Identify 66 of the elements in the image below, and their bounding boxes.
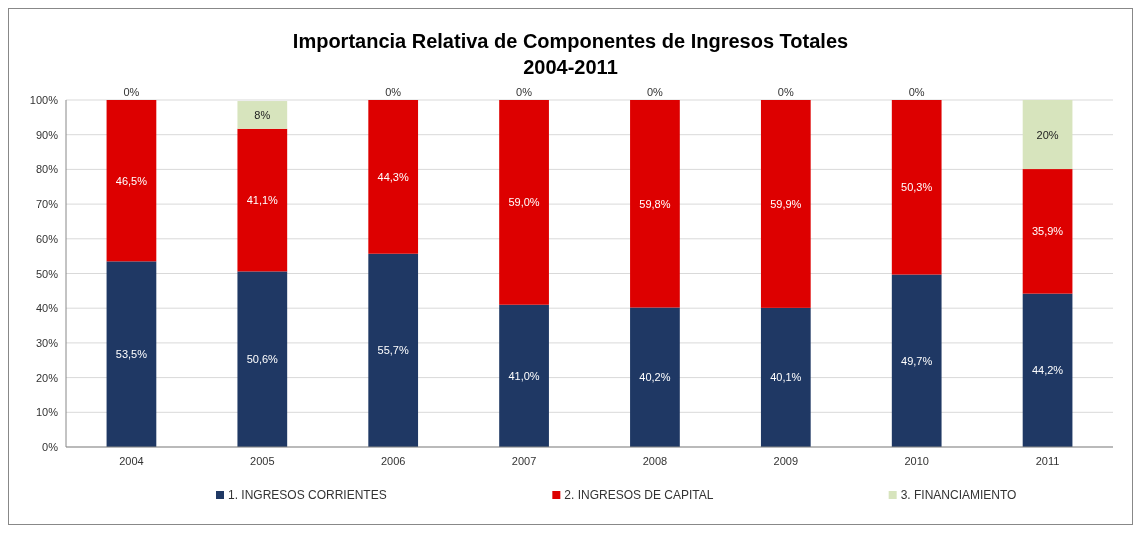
y-tick-label: 40%: [35, 302, 59, 315]
y-tick-label: 70%: [35, 198, 59, 211]
bar: [1022, 169, 1073, 294]
bar: [368, 253, 419, 447]
data-label: 0%: [385, 86, 402, 98]
data-label: 44,2%: [1031, 364, 1064, 377]
data-label: 0%: [777, 86, 794, 98]
x-tick-label: 2006: [380, 455, 406, 467]
bar: [499, 100, 549, 305]
bar: [760, 307, 811, 447]
y-tick-label: 60%: [35, 232, 59, 245]
legend-label: 2. INGRESOS DE CAPITAL: [564, 488, 714, 502]
bar: [237, 128, 288, 272]
x-tick-label: 2005: [250, 455, 275, 467]
data-label: 35,9%: [1031, 225, 1064, 238]
chart-subtitle: 2004-2011: [523, 56, 618, 78]
data-label: 55,7%: [377, 344, 409, 357]
bar: [499, 304, 549, 447]
data-label: 44,3%: [377, 170, 409, 183]
data-label: 50,3%: [901, 181, 933, 194]
data-label: 8%: [254, 108, 271, 121]
chart-title: Importancia Relativa de Componentes de Ingresos Totales: [292, 30, 849, 52]
y-tick-label: 100%: [29, 94, 59, 106]
bar: [106, 100, 157, 262]
data-label: 59,9%: [770, 197, 802, 210]
x-tick-label: 2008: [642, 455, 668, 467]
bar: [106, 261, 157, 447]
data-label: 0%: [123, 86, 140, 98]
y-tick-label: 50%: [35, 267, 59, 280]
data-label: 41,0%: [508, 369, 540, 382]
data-label: 0%: [908, 86, 925, 98]
y-tick-label: 80%: [35, 163, 59, 176]
legend-label: 1. INGRESOS CORRIENTES: [228, 488, 387, 502]
data-label: 41,1%: [246, 194, 279, 207]
bar: [368, 100, 419, 254]
data-label: 49,7%: [901, 354, 933, 367]
data-label: 50,6%: [246, 353, 279, 366]
data-label: 0%: [516, 86, 533, 98]
bar: [630, 307, 680, 447]
data-label: 59,8%: [639, 197, 671, 210]
data-label: 0%: [646, 86, 664, 98]
bar: [237, 101, 288, 129]
y-tick-label: 20%: [35, 371, 59, 384]
bar: [891, 274, 942, 447]
bar: [630, 100, 680, 308]
x-tick-label: 2009: [773, 455, 799, 467]
data-label: 59,0%: [508, 196, 540, 209]
y-tick-label: 30%: [35, 336, 59, 349]
y-tick-label: 10%: [35, 406, 59, 419]
bar: [1022, 293, 1073, 447]
bar: [891, 100, 942, 275]
data-label: 20%: [1036, 128, 1059, 141]
data-label: 53,5%: [115, 348, 148, 361]
x-tick-label: 2011: [1035, 455, 1060, 467]
bar: [1022, 100, 1073, 170]
data-label: 46,5%: [115, 174, 148, 187]
y-tick-label: 0%: [42, 441, 59, 453]
data-label: 40,2%: [639, 371, 671, 384]
x-tick-label: 2004: [119, 455, 144, 467]
x-tick-label: 2010: [904, 455, 929, 467]
legend-label: 3. FINANCIAMIENTO: [900, 488, 1017, 502]
x-tick-label: 2007: [511, 455, 537, 467]
y-tick-label: 90%: [35, 128, 59, 141]
bar: [760, 100, 811, 308]
data-label: 40,1%: [770, 371, 802, 384]
bar: [237, 271, 288, 447]
